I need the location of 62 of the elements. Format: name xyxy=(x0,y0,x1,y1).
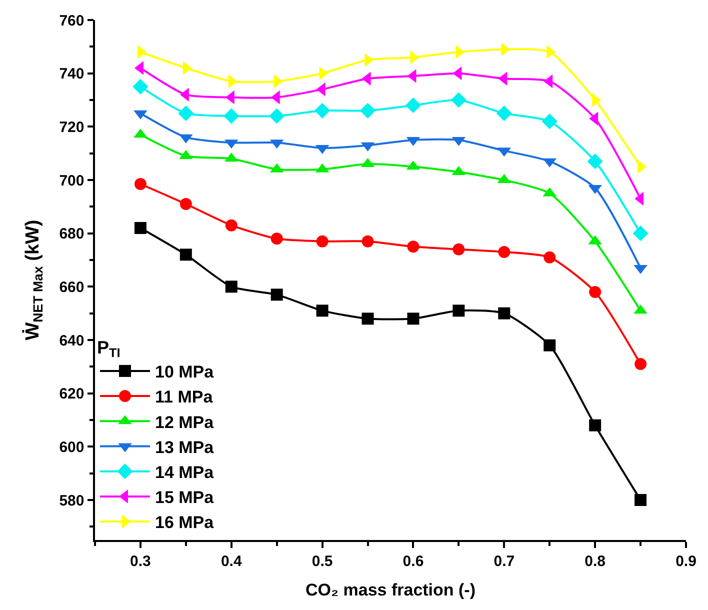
point xyxy=(180,248,192,261)
y-tick-label: 580 xyxy=(59,492,84,510)
point xyxy=(542,114,558,130)
legend-label: 16 MPa xyxy=(155,513,214,532)
y-tick-label: 740 xyxy=(59,66,84,83)
point xyxy=(450,92,466,108)
point xyxy=(405,98,422,114)
legend-label: 11 MPa xyxy=(155,388,214,407)
x-tick-label: 0.4 xyxy=(220,552,242,570)
legend-label: 13 MPa xyxy=(155,438,214,457)
point xyxy=(134,178,146,190)
x-tick-label: 0.7 xyxy=(494,552,515,570)
point xyxy=(589,419,602,432)
y-tick-label: 660 xyxy=(59,278,84,296)
point xyxy=(632,226,648,242)
y-tick-label: 700 xyxy=(59,172,84,190)
point xyxy=(407,240,420,253)
point xyxy=(634,494,647,506)
x-tick-label: 0.8 xyxy=(584,552,606,570)
point xyxy=(314,102,330,118)
y-tick-label: 720 xyxy=(59,118,84,136)
y-tick-label: 760 xyxy=(59,12,84,30)
point xyxy=(544,251,556,264)
point xyxy=(269,108,285,124)
point xyxy=(587,154,603,170)
point xyxy=(498,307,510,320)
point xyxy=(634,358,647,370)
x-axis-title: CO₂ mass fraction (-) xyxy=(305,580,476,600)
y-tick-label: 620 xyxy=(59,386,84,403)
y-tick-label: 680 xyxy=(59,226,84,243)
point xyxy=(270,232,283,245)
x-tick-label: 0.5 xyxy=(312,552,333,570)
point xyxy=(589,286,602,298)
legend-label: 15 MPa xyxy=(155,488,214,508)
point xyxy=(362,235,374,248)
point xyxy=(496,106,512,122)
point xyxy=(362,312,374,325)
point xyxy=(224,108,240,124)
point xyxy=(225,280,238,293)
legend-title: P$_{TI}$ xyxy=(97,337,120,360)
point xyxy=(544,339,556,352)
point xyxy=(134,222,146,234)
point xyxy=(225,219,238,232)
legend-label: 14 MPa xyxy=(155,462,214,482)
y-tick-label: 640 xyxy=(59,332,84,350)
x-tick-label: 0.6 xyxy=(402,552,424,570)
point xyxy=(498,246,510,258)
x-tick-label: 0.9 xyxy=(676,552,696,570)
point xyxy=(360,102,376,118)
x-tick-label: 0.3 xyxy=(130,552,151,570)
legend-label: 10 MPa xyxy=(155,362,214,382)
point xyxy=(452,243,465,256)
point xyxy=(132,78,148,94)
y-tick-label: 600 xyxy=(59,438,84,456)
point xyxy=(178,106,194,122)
point xyxy=(316,304,328,317)
point xyxy=(407,312,420,325)
point xyxy=(270,288,283,301)
point xyxy=(180,198,192,210)
point xyxy=(452,304,465,317)
point xyxy=(316,235,328,248)
legend-label: 12 MPa xyxy=(155,412,214,432)
